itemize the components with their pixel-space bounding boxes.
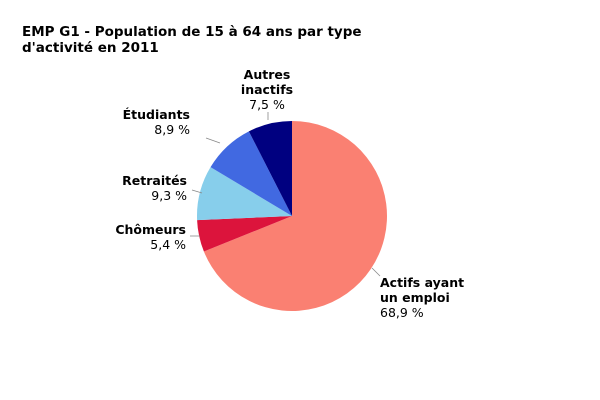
slice-label-name-0-1: un emploi — [380, 290, 450, 305]
slice-label-3: Étudiants 8,9 % — [123, 107, 191, 137]
chart-title-line-2: d'activité en 2011 — [22, 40, 159, 56]
slice-label-name-2-0: Retraités — [122, 173, 187, 188]
slice-label-name-3-0: Étudiants — [123, 107, 190, 122]
chart-title: EMP G1 - Population de 15 à 64 ans par t… — [22, 24, 442, 56]
pie-slice-1 — [197, 216, 292, 252]
slice-labels: Actifs ayant un emploi 68,9 % Chômeurs 5,4 %… — [115, 67, 464, 320]
slice-label-value-4: 7,5 % — [249, 97, 285, 112]
slice-label-4: Autres inactifs 7,5 % — [241, 67, 293, 112]
slice-label-2: Retraités 9,3 % — [122, 173, 187, 203]
slice-label-0: Actifs ayant un emploi 68,9 % — [380, 275, 464, 320]
slice-label-1: Chômeurs 5,4 % — [115, 222, 186, 252]
pie-slice-0 — [203, 121, 387, 311]
pie-slices — [196, 121, 387, 311]
leader-line-0 — [371, 267, 381, 277]
slice-label-value-3: 8,9 % — [154, 122, 190, 137]
chart-title-line-1: EMP G1 - Population de 15 à 64 ans par t… — [22, 24, 362, 40]
label-leader-lines — [190, 112, 381, 277]
slice-label-name-4-0: Autres — [244, 67, 291, 82]
pie-slice-2 — [196, 167, 292, 221]
slice-label-name-4-1: inactifs — [241, 82, 293, 97]
slice-label-value-2: 9,3 % — [151, 188, 187, 203]
leader-line-3 — [205, 137, 221, 144]
slice-label-name-1-0: Chômeurs — [115, 222, 186, 237]
slice-label-value-0: 68,9 % — [380, 305, 424, 320]
slice-label-value-1: 5,4 % — [150, 237, 186, 252]
leader-line-2 — [191, 189, 203, 194]
pie-slice-3 — [210, 131, 292, 216]
slice-label-name-0-0: Actifs ayant — [380, 275, 464, 290]
pie-slice-4 — [248, 121, 292, 216]
